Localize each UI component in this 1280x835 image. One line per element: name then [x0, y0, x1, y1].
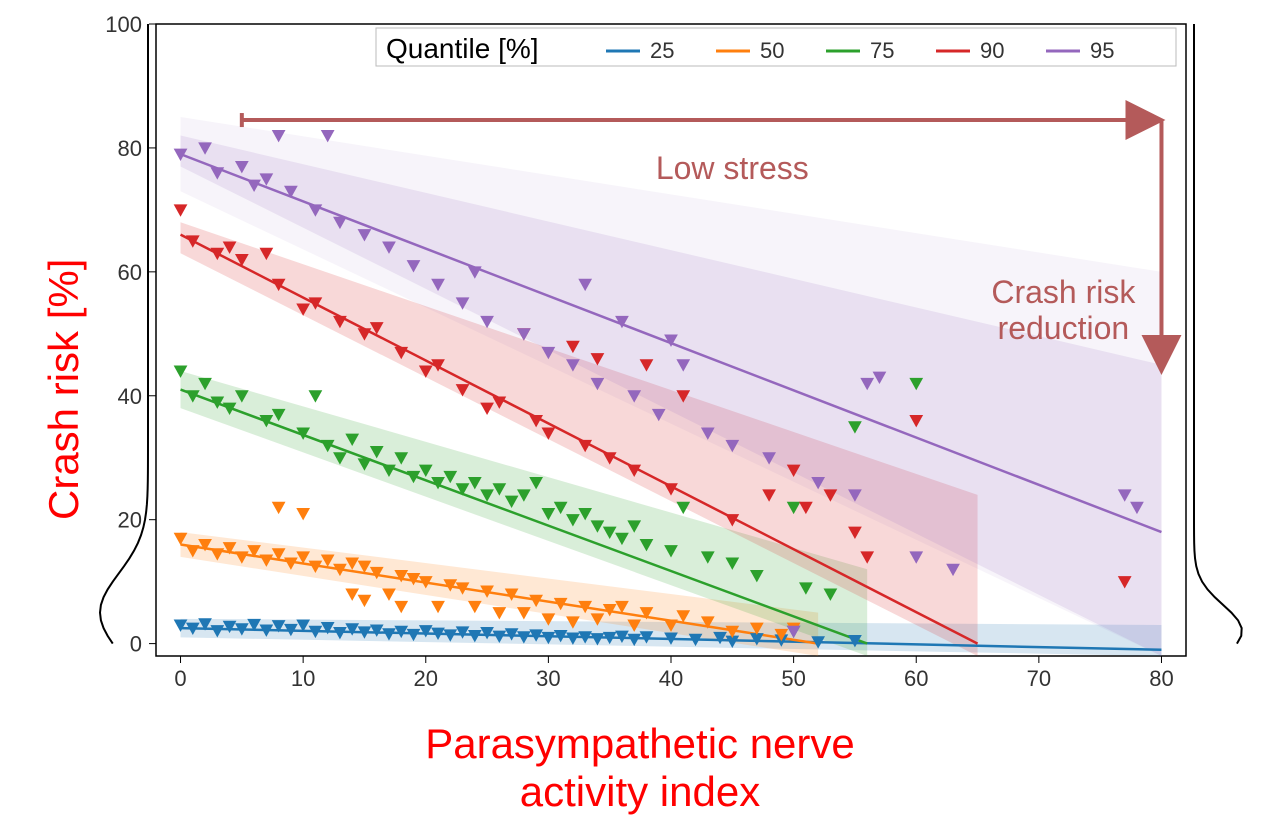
svg-text:Quantile [%]: Quantile [%] — [386, 33, 539, 64]
chart-container: 0 10 20 30 40 50 60 70 80 0 20 40 60 80 100 Low stress C… — [0, 0, 1280, 835]
x-axis-label-text: Parasympathetic nerveactivity index — [425, 720, 855, 815]
chart-svg: 0 10 20 30 40 50 60 70 80 0 20 40 60 80 100 Low stress C… — [0, 0, 1280, 835]
x-axis-label: Parasympathetic nerveactivity index — [0, 720, 1280, 817]
svg-text:10: 10 — [291, 666, 315, 691]
svg-text:80: 80 — [118, 136, 142, 161]
svg-text:95: 95 — [1090, 38, 1114, 63]
svg-text:20: 20 — [118, 508, 142, 533]
svg-text:30: 30 — [536, 666, 560, 691]
svg-text:60: 60 — [904, 666, 928, 691]
y-axis-label: Crash risk [%] — [40, 259, 88, 520]
svg-text:75: 75 — [870, 38, 894, 63]
svg-text:0: 0 — [174, 666, 186, 691]
svg-text:50: 50 — [760, 38, 784, 63]
svg-text:Crash risk: Crash risk — [991, 274, 1136, 310]
svg-text:40: 40 — [118, 384, 142, 409]
svg-text:50: 50 — [781, 666, 805, 691]
svg-text:60: 60 — [118, 260, 142, 285]
svg-text:40: 40 — [659, 666, 683, 691]
svg-text:80: 80 — [1149, 666, 1173, 691]
svg-text:20: 20 — [414, 666, 438, 691]
svg-text:Low stress: Low stress — [656, 150, 809, 186]
svg-text:25: 25 — [650, 38, 674, 63]
svg-text:70: 70 — [1027, 666, 1051, 691]
svg-text:0: 0 — [130, 632, 142, 657]
svg-text:90: 90 — [980, 38, 1004, 63]
svg-text:100: 100 — [105, 12, 142, 37]
svg-text:reduction: reduction — [998, 310, 1130, 346]
